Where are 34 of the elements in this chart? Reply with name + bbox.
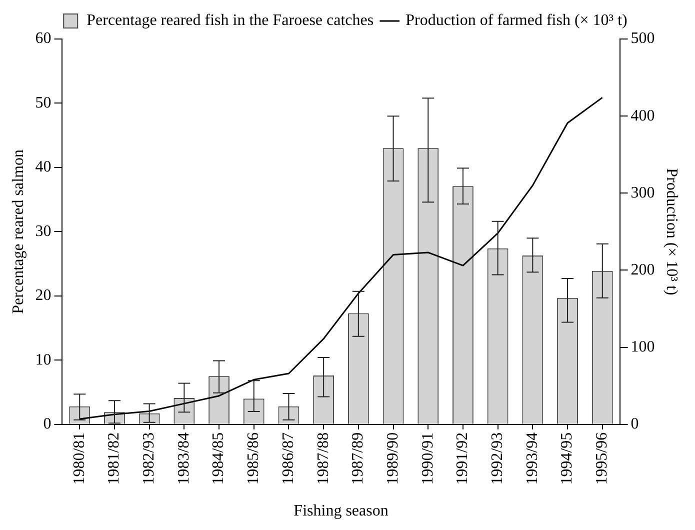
x-tick-label: 1990/91 [419,432,436,485]
y2-tick-label: 500 [630,30,655,48]
y2-tick-label: 0 [630,416,639,433]
x-tick-label: 1987/88 [314,432,332,485]
x-tick-label: 1994/95 [558,432,576,485]
x-tick-label: 1986/87 [280,432,297,485]
y-axis-title: Percentage reared salmon [10,150,27,314]
x-tick-label: 1985/86 [245,432,262,485]
x-tick-label: 1984/85 [210,432,228,485]
y-tick-label: 50 [35,94,52,112]
y2-tick-label: 300 [630,184,655,202]
y2-tick-label: 100 [630,338,655,356]
y2-tick-label: 200 [630,261,655,278]
y-tick-label: 10 [35,351,52,368]
y2-axis-title: Production (× 10³ t) [663,168,680,296]
y2-tick-label: 400 [630,107,655,124]
x-tick-label: 1991/92 [454,432,472,485]
y-tick-label: 0 [43,416,52,433]
x-tick-label: 1982/93 [140,432,158,485]
y-tick-label: 60 [35,30,52,48]
y-tick-label: 30 [35,222,52,240]
x-tick-label: 1980/81 [70,432,88,485]
legend-label: Production of farmed fish (× 10³ t) [406,12,628,30]
x-axis-title: Fishing season [294,502,388,520]
x-tick-label: 1989/90 [384,432,402,485]
y-tick-label: 20 [35,287,52,304]
legend-label: Percentage reared fish in the Faroese catches [86,12,374,30]
y-tick-label: 40 [35,158,52,176]
x-tick-label: 1993/94 [524,432,541,485]
x-tick-label: 1995/96 [594,432,611,485]
x-tick-label: 1987/89 [350,432,367,485]
x-tick-label: 1983/84 [175,432,192,485]
x-tick-label: 1981/82 [106,432,123,485]
x-tick-label: 1992/93 [489,432,506,485]
